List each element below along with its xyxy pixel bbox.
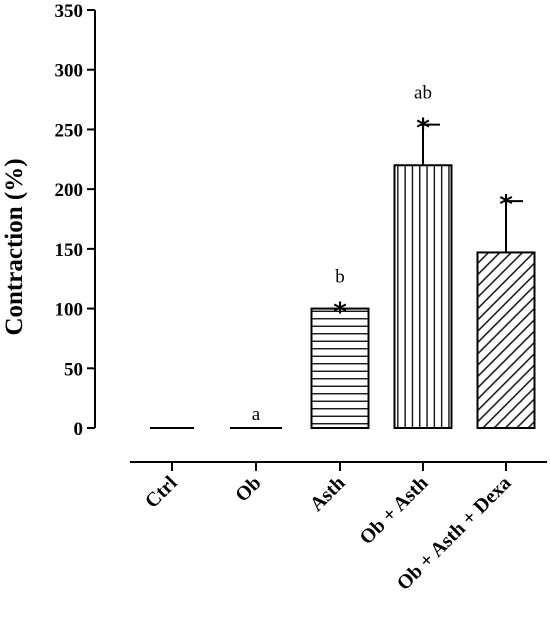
x-tick-label: Ob + Asth (355, 472, 432, 549)
y-tick-label: 300 (55, 61, 84, 82)
x-tick-label: Ctrl (141, 472, 182, 513)
significance-letter: ab (414, 83, 432, 104)
significance-star: * (416, 114, 430, 144)
bars: a * b * ab * (150, 83, 536, 430)
y-tick-label: 50 (64, 359, 83, 380)
y-tick-label: 250 (55, 120, 84, 141)
y-axis: 0 50 100 150 200 250 300 350 (55, 1, 96, 440)
bar (476, 251, 536, 429)
y-tick-label: 150 (55, 240, 84, 261)
bar (310, 307, 370, 430)
x-tick-label: Asth (306, 472, 350, 516)
y-axis-label: Contraction (%) (1, 158, 28, 335)
bar (393, 164, 453, 429)
significance-letter: a (252, 404, 261, 425)
x-tick-label: Ob (231, 472, 265, 506)
y-tick-label: 0 (74, 419, 84, 440)
y-tick-label: 100 (55, 300, 84, 321)
significance-star: * (333, 298, 347, 328)
significance-letter: b (335, 267, 345, 288)
significance-star: * (499, 190, 513, 220)
y-tick-label: 200 (55, 180, 84, 201)
y-tick-label: 350 (55, 1, 84, 22)
